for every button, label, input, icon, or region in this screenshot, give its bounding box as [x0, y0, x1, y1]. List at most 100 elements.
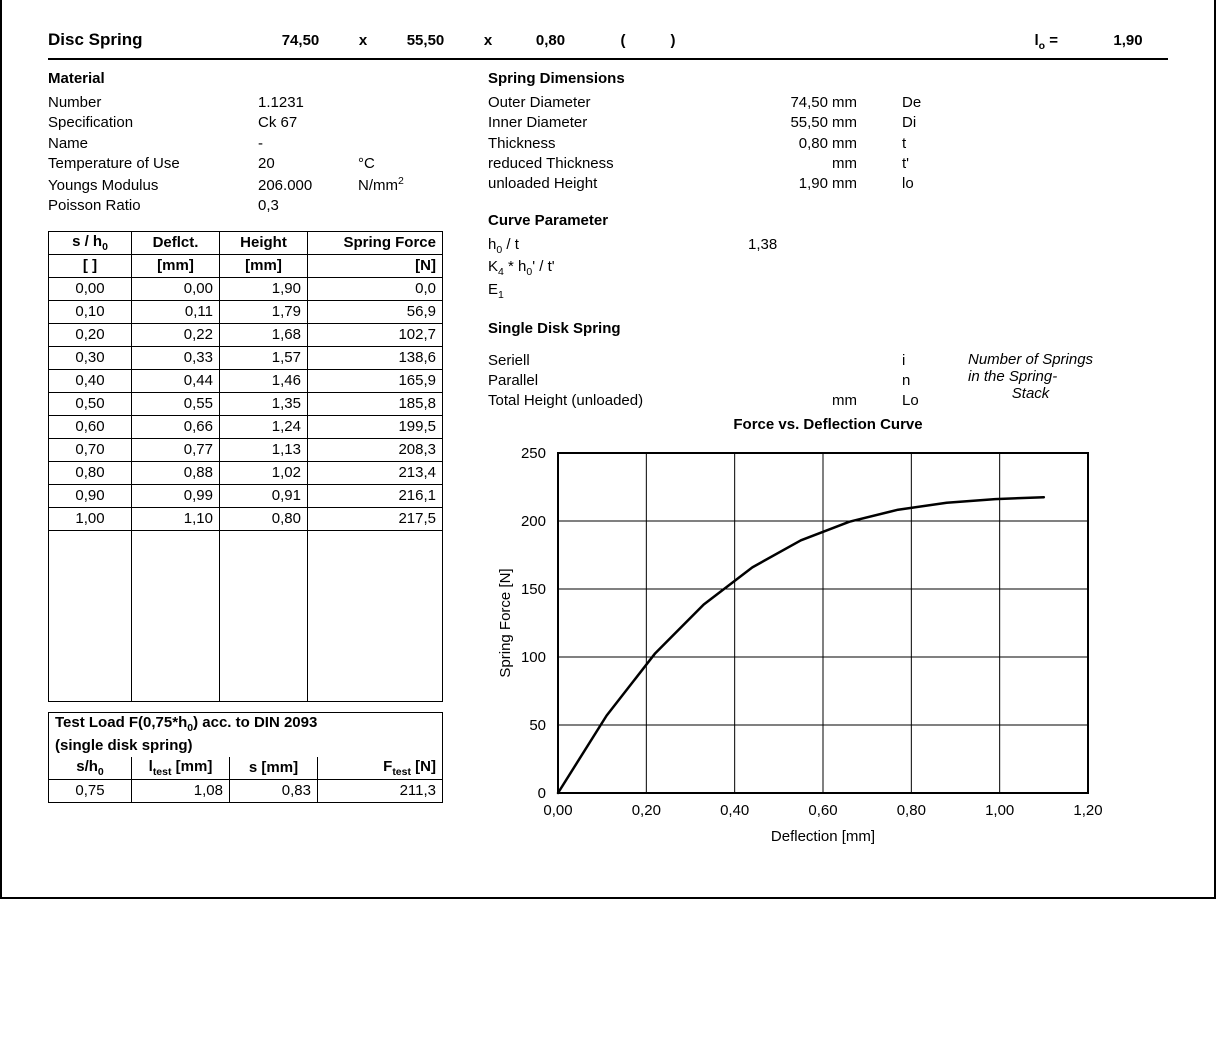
table-row: 0,000,001,900,0: [49, 277, 443, 300]
material-row: SpecificationCk 67: [48, 113, 448, 133]
table-row: 0,100,111,7956,9: [49, 300, 443, 323]
material-value: 206.000: [258, 176, 358, 196]
dim-thick: 0,80: [503, 32, 598, 49]
svg-text:50: 50: [529, 717, 546, 734]
dimension-value: 1,90: [748, 174, 828, 194]
lo-label: lo =: [988, 32, 1058, 52]
material-value: 20: [258, 154, 358, 174]
test-title: Test Load F(0,75*h0) acc. to DIN 2093: [49, 712, 443, 735]
curve-param-row: K4 * h0' / t': [488, 257, 1168, 279]
dimension-unit: mm: [828, 113, 882, 133]
header-row: Disc Spring 74,50 x 55,50 x 0,80 ( ) lo …: [48, 30, 1168, 60]
svg-text:150: 150: [521, 581, 546, 598]
dim-inner: 55,50: [378, 32, 473, 49]
svg-text:Spring Force [N]: Spring Force [N]: [497, 568, 514, 677]
curve-param-row: h0 / t1,38: [488, 235, 1168, 257]
material-key: Youngs Modulus: [48, 176, 258, 196]
curve-param-title: Curve Parameter: [488, 212, 1168, 229]
material-unit: °C: [358, 154, 428, 174]
open-paren: (: [598, 32, 648, 49]
dimension-unit: mm: [828, 154, 882, 174]
svg-text:250: 250: [521, 445, 546, 462]
dimension-unit: mm: [828, 174, 882, 194]
chart-title: Force vs. Deflection Curve: [488, 416, 1168, 433]
deflection-table: s / h0 Deflct. Height Spring Force [ ] […: [48, 231, 443, 702]
dim-x2: x: [473, 32, 503, 49]
chart: 0,000,200,400,600,801,001,20050100150200…: [488, 443, 1168, 857]
force-deflection-chart: 0,000,200,400,600,801,001,20050100150200…: [488, 443, 1108, 853]
curve-param-key: h0 / t: [488, 235, 748, 257]
dimension-unit: mm: [828, 134, 882, 154]
material-key: Name: [48, 134, 258, 154]
material-key: Number: [48, 93, 258, 113]
th-height: Height: [220, 231, 308, 254]
dim-x1: x: [348, 32, 378, 49]
dim-outer: 74,50: [253, 32, 348, 49]
dimension-row: Thickness0,80mmt: [488, 134, 1168, 154]
material-row: Youngs Modulus206.000N/mm2: [48, 174, 448, 196]
left-column: Material Number1.1231SpecificationCk 67N…: [48, 68, 448, 857]
dimension-value: 74,50: [748, 93, 828, 113]
table-blank-row: [49, 530, 443, 701]
svg-text:Deflection [mm]: Deflection [mm]: [771, 828, 875, 845]
single-symbol: Lo: [882, 391, 952, 411]
svg-text:1,20: 1,20: [1073, 802, 1102, 819]
table-row: 0,300,331,57138,6: [49, 346, 443, 369]
material-row: Name-: [48, 134, 448, 154]
th-force: Spring Force: [308, 231, 443, 254]
svg-text:100: 100: [521, 649, 546, 666]
curve-param-key: E1: [488, 280, 748, 302]
dimension-unit: mm: [828, 93, 882, 113]
material-value: 1.1231: [258, 93, 358, 113]
material-row: Temperature of Use20°C: [48, 154, 448, 174]
material-title: Material: [48, 70, 448, 87]
table-row: 0,900,990,91216,1: [49, 484, 443, 507]
svg-text:0: 0: [538, 785, 546, 802]
single-unit: mm: [828, 391, 882, 411]
material-key: Specification: [48, 113, 258, 133]
dimension-key: Thickness: [488, 134, 748, 154]
test-load-table: Test Load F(0,75*h0) acc. to DIN 2093 (s…: [48, 712, 443, 803]
close-paren: ): [648, 32, 698, 49]
dimension-key: unloaded Height: [488, 174, 748, 194]
svg-text:1,00: 1,00: [985, 802, 1014, 819]
svg-text:0,40: 0,40: [720, 802, 749, 819]
svg-text:200: 200: [521, 513, 546, 530]
material-unit: N/mm2: [358, 174, 428, 196]
material-value: Ck 67: [258, 113, 358, 133]
page: Disc Spring 74,50 x 55,50 x 0,80 ( ) lo …: [0, 0, 1216, 899]
dimension-symbol: t': [882, 154, 952, 174]
table-row: 1,001,100,80217,5: [49, 507, 443, 530]
single-symbol: n: [882, 371, 952, 391]
single-key: Parallel: [488, 371, 748, 391]
material-row: Poisson Ratio0,3: [48, 196, 448, 216]
dimension-value: 0,80: [748, 134, 828, 154]
th-sh0: s / h0: [49, 231, 132, 254]
dimension-row: reduced Thickness mmt': [488, 154, 1168, 174]
table-row: 0,700,771,13208,3: [49, 438, 443, 461]
material-key: Temperature of Use: [48, 154, 258, 174]
dimension-value: 55,50: [748, 113, 828, 133]
dimension-key: reduced Thickness: [488, 154, 748, 174]
right-column: Spring Dimensions Outer Diameter74,50mmD…: [488, 68, 1168, 857]
table-row: 0,600,661,24199,5: [49, 415, 443, 438]
th-deflct: Deflct.: [132, 231, 220, 254]
dimension-row: unloaded Height1,90mmlo: [488, 174, 1168, 194]
single-key: Seriell: [488, 351, 748, 371]
material-row: Number1.1231: [48, 93, 448, 113]
svg-text:0,80: 0,80: [897, 802, 926, 819]
title: Disc Spring: [48, 30, 253, 50]
single-spring-title: Single Disk Spring: [488, 320, 1168, 337]
table-row: 0,400,441,46165,9: [49, 369, 443, 392]
dimension-symbol: lo: [882, 174, 952, 194]
material-value: 0,3: [258, 196, 358, 216]
dimensions-title: Spring Dimensions: [488, 70, 1168, 87]
curve-param-value: 1,38: [748, 235, 828, 255]
table-row: 0,500,551,35185,8: [49, 392, 443, 415]
table-row: 0,200,221,68102,7: [49, 323, 443, 346]
material-value: -: [258, 134, 358, 154]
dimension-key: Inner Diameter: [488, 113, 748, 133]
dimension-symbol: t: [882, 134, 952, 154]
test-subtitle: (single disk spring): [49, 735, 443, 757]
svg-text:0,00: 0,00: [543, 802, 572, 819]
